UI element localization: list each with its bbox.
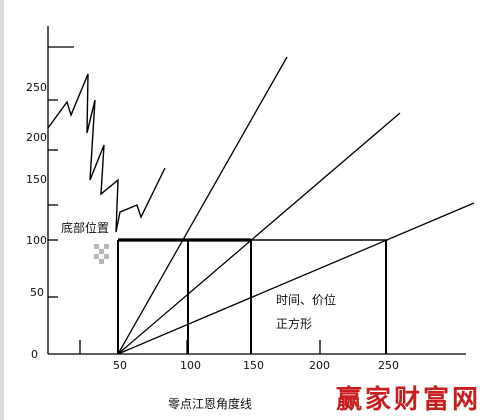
x-tick-label: 50 [113,359,127,372]
x-tick-label: 150 [243,359,264,372]
y-tick-label: 150 [26,173,47,186]
y-tick-label: 250 [26,81,47,94]
checker-artifact [94,244,109,264]
gann-angle-lines [117,56,475,355]
square-label: 正方形 [276,316,312,331]
y-tick-label: 50 [30,286,44,299]
y-tick-label: 100 [26,234,47,247]
gann-line-shallow [117,202,475,355]
axes [47,26,466,355]
bottom-position-label: 底部位置 [61,220,109,235]
gann-line-1x1 [117,112,401,355]
gann-line-steep [117,56,288,355]
y-tick-labels: 250 200 150 100 50 0 [26,81,47,361]
price-path [47,73,166,233]
y-tick-label: 200 [26,131,47,144]
x-tick-label: 200 [309,359,330,372]
left-edge-strip [0,0,4,420]
watermark-logo: 赢家财富网 [336,384,481,415]
y-tick-label: 0 [31,348,38,361]
x-tick-label: 100 [180,359,201,372]
time-price-label: 时间、价位 [276,292,336,307]
x-tick-labels: 50 100 150 200 250 [113,359,399,372]
diagram-caption: 零点江恩角度线 [168,396,252,411]
x-tick-label: 250 [378,359,399,372]
